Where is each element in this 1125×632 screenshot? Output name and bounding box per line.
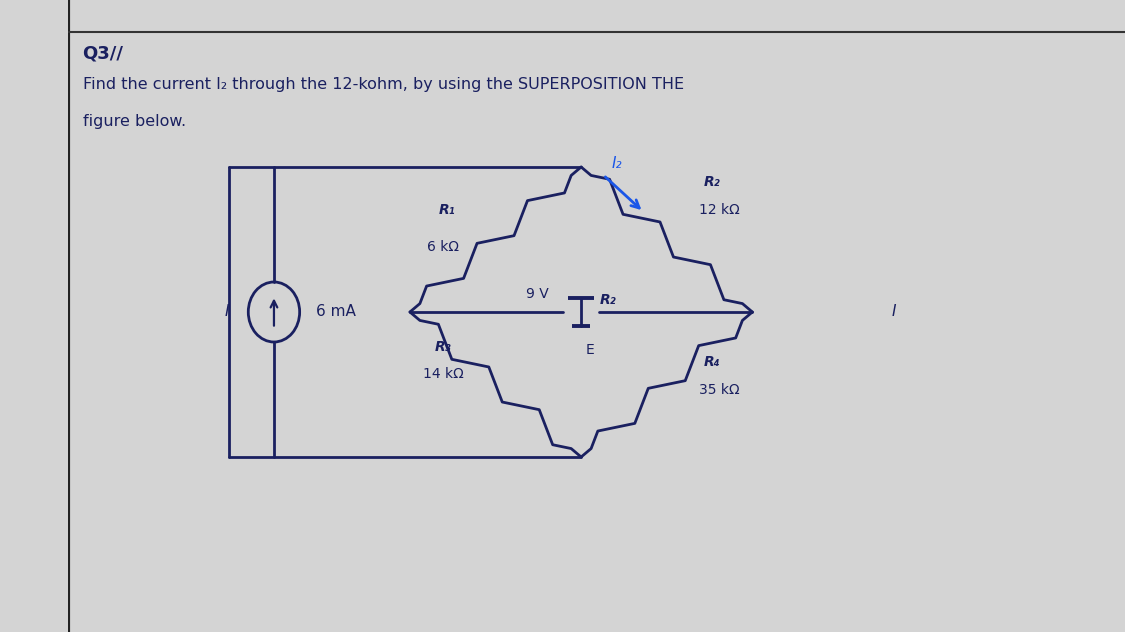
Text: Q3//: Q3//	[82, 44, 124, 62]
Text: I₂: I₂	[611, 156, 622, 171]
Text: E: E	[585, 343, 594, 357]
Text: 6 mA: 6 mA	[316, 305, 357, 320]
Text: R₂: R₂	[600, 293, 616, 307]
Text: 14 kΩ: 14 kΩ	[423, 367, 464, 382]
Text: R₃: R₃	[434, 339, 451, 353]
Text: 35 kΩ: 35 kΩ	[699, 382, 739, 396]
Text: R₂: R₂	[704, 176, 720, 190]
Text: 6 kΩ: 6 kΩ	[428, 240, 459, 253]
Text: I: I	[891, 305, 896, 320]
Text: figure below.: figure below.	[82, 114, 186, 129]
Text: R₁: R₁	[439, 204, 456, 217]
Text: R₄: R₄	[704, 355, 720, 368]
Text: I: I	[224, 305, 228, 320]
Text: 9 V: 9 V	[526, 287, 549, 301]
Text: 12 kΩ: 12 kΩ	[699, 204, 739, 217]
Text: Find the current I₂ through the 12-kohm, by using the SUPERPOSITION THE: Find the current I₂ through the 12-kohm,…	[82, 77, 684, 92]
